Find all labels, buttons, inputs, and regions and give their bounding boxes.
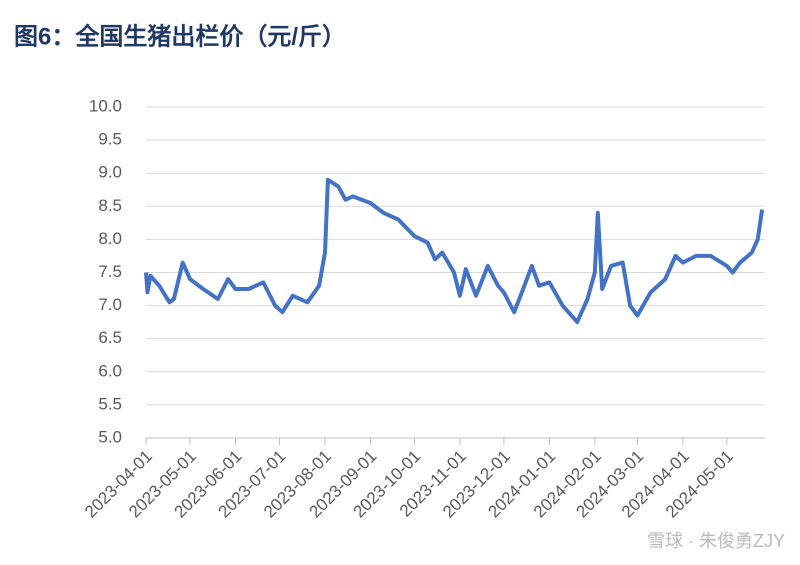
y-tick-label: 9.0: [98, 163, 122, 182]
y-tick-label: 7.0: [98, 295, 122, 314]
y-tick-label: 5.0: [98, 427, 122, 446]
y-tick-label: 7.5: [98, 262, 122, 281]
chart-title: 图6：全国生猪出栏价（元/斤）: [14, 22, 346, 50]
y-tick-label: 6.0: [98, 361, 122, 380]
y-tick-label: 10.0: [89, 96, 122, 115]
series-line: [144, 177, 765, 325]
y-tick-label: 9.5: [98, 130, 122, 149]
y-tick-label: 8.5: [98, 196, 122, 215]
watermark: 雪球 · 朱俊勇ZJY: [647, 531, 785, 551]
y-tick-label: 5.5: [98, 394, 122, 413]
y-tick-label: 6.5: [98, 328, 122, 347]
y-tick-label: 8.0: [98, 229, 122, 248]
